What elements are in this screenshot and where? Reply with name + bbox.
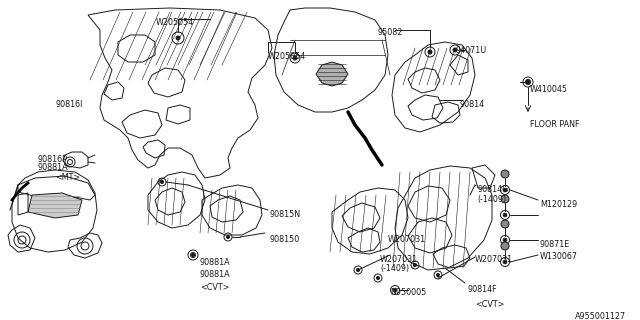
Circle shape	[293, 56, 297, 60]
Circle shape	[453, 48, 457, 52]
Text: 90814: 90814	[460, 100, 485, 109]
Circle shape	[376, 276, 380, 279]
Circle shape	[393, 288, 397, 292]
Text: 908150: 908150	[270, 235, 300, 244]
Text: 90871E: 90871E	[540, 240, 570, 249]
Polygon shape	[316, 62, 348, 86]
Circle shape	[501, 170, 509, 178]
Circle shape	[176, 36, 180, 40]
Circle shape	[503, 213, 507, 217]
Circle shape	[503, 238, 507, 242]
Text: 90816P: 90816P	[38, 155, 68, 164]
Polygon shape	[28, 193, 82, 218]
Text: FLOOR PANF: FLOOR PANF	[530, 120, 579, 129]
Circle shape	[525, 79, 531, 84]
Circle shape	[227, 236, 230, 238]
Text: 90815N: 90815N	[270, 210, 301, 219]
Circle shape	[501, 195, 509, 203]
Text: <CVT>: <CVT>	[200, 283, 230, 292]
Text: M120129: M120129	[540, 200, 577, 209]
Circle shape	[428, 50, 432, 54]
Text: W130067: W130067	[540, 252, 578, 261]
Text: 90881A: 90881A	[200, 270, 230, 279]
Text: <CVT>: <CVT>	[476, 300, 505, 309]
Text: (-1409): (-1409)	[380, 264, 409, 273]
Text: 90816I: 90816I	[55, 100, 83, 109]
Text: <MT>: <MT>	[56, 173, 81, 182]
Circle shape	[501, 220, 509, 228]
Text: (-1409): (-1409)	[477, 195, 506, 204]
Text: W205054: W205054	[156, 18, 194, 27]
Text: W207031: W207031	[388, 235, 426, 244]
Text: 90814G: 90814G	[477, 185, 508, 194]
Text: 90881A: 90881A	[38, 163, 68, 172]
Circle shape	[413, 263, 417, 267]
Text: N950005: N950005	[390, 288, 426, 297]
Circle shape	[501, 242, 509, 250]
Text: 90881A: 90881A	[200, 258, 230, 267]
Text: W410045: W410045	[530, 85, 568, 94]
Text: 90814F: 90814F	[467, 285, 497, 294]
Text: 95082: 95082	[378, 28, 403, 37]
Circle shape	[503, 188, 507, 192]
Text: W207031: W207031	[380, 255, 418, 264]
Circle shape	[503, 260, 507, 264]
Text: W205054: W205054	[268, 52, 307, 61]
Circle shape	[161, 180, 163, 183]
Text: W207031: W207031	[475, 255, 513, 264]
Circle shape	[356, 268, 360, 271]
Text: A955001127: A955001127	[575, 312, 626, 320]
Text: 94071U: 94071U	[455, 46, 486, 55]
Circle shape	[436, 274, 440, 276]
Circle shape	[191, 253, 195, 257]
